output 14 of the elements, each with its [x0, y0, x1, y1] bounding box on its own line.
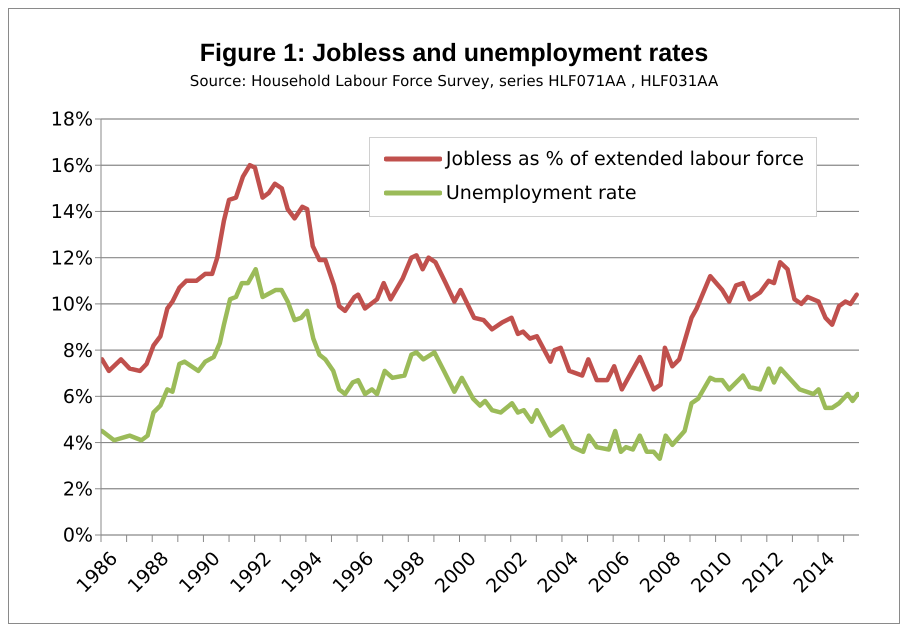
y-tick-label: 18%	[50, 108, 93, 131]
y-tick-label: 0%	[62, 524, 93, 547]
y-tick-label: 2%	[62, 478, 93, 501]
chart-subtitle: Source: Household Labour Force Survey, series HLF071AA , HLF031AA	[188, 72, 720, 90]
y-tick-label: 4%	[62, 432, 93, 454]
chart-title: Figure 1: Jobless and unemployment rates	[198, 38, 710, 68]
y-tick-label: 8%	[62, 340, 93, 362]
legend-label: Jobless as % of extended labour force	[446, 148, 804, 170]
legend-label: Unemployment rate	[446, 182, 637, 204]
y-tick-label: 12%	[50, 247, 93, 270]
y-tick-label: 14%	[50, 201, 93, 224]
y-tick-label: 10%	[50, 294, 93, 316]
y-tick-label: 16%	[50, 154, 93, 177]
y-tick-label: 6%	[62, 386, 93, 408]
